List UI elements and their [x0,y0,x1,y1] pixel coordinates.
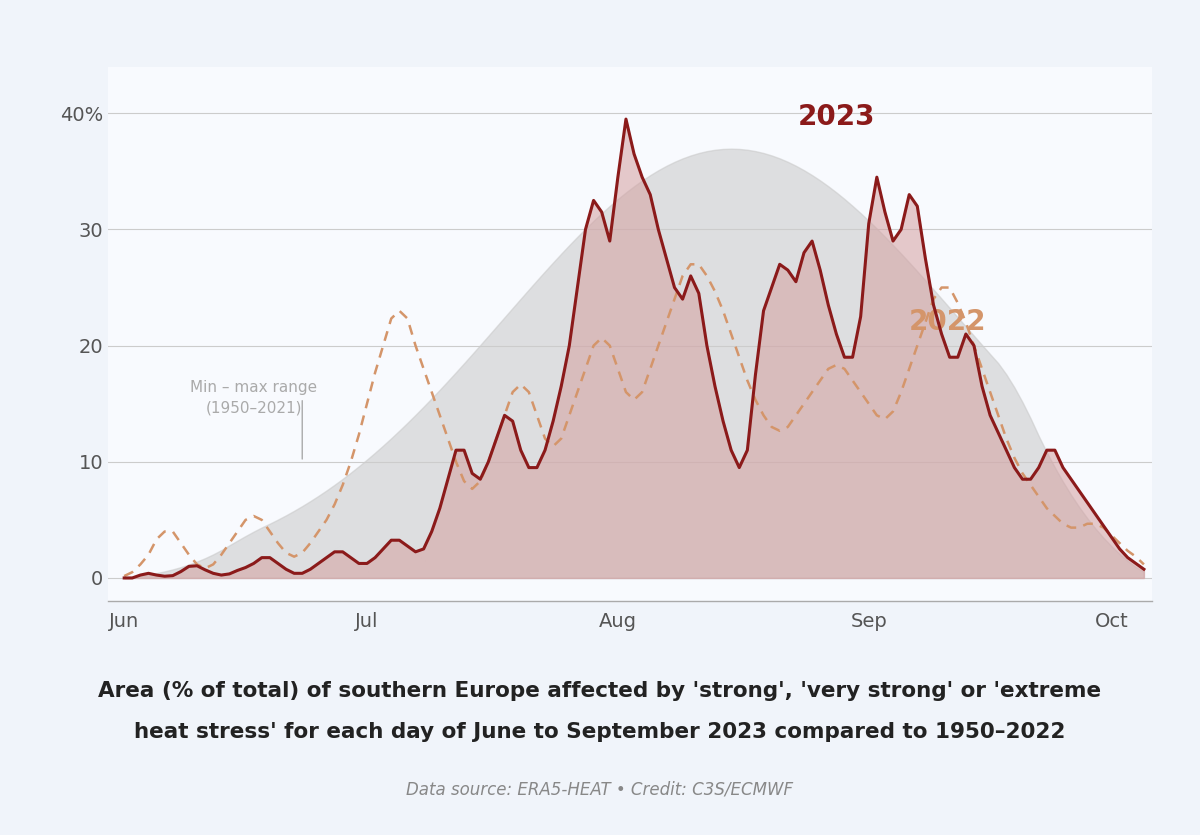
Text: Area (% of total) of southern Europe affected by 'strong', 'very strong' or 'ext: Area (% of total) of southern Europe aff… [98,681,1102,701]
Text: Data source: ERA5-HEAT • Credit: C3S/ECMWF: Data source: ERA5-HEAT • Credit: C3S/ECM… [407,781,793,799]
Text: heat stress' for each day of June to September 2023 compared to 1950–2022: heat stress' for each day of June to Sep… [134,722,1066,742]
Text: 2023: 2023 [798,103,875,131]
Text: 2022: 2022 [910,308,986,337]
Text: Min – max range
(1950–2021): Min – max range (1950–2021) [190,381,317,415]
